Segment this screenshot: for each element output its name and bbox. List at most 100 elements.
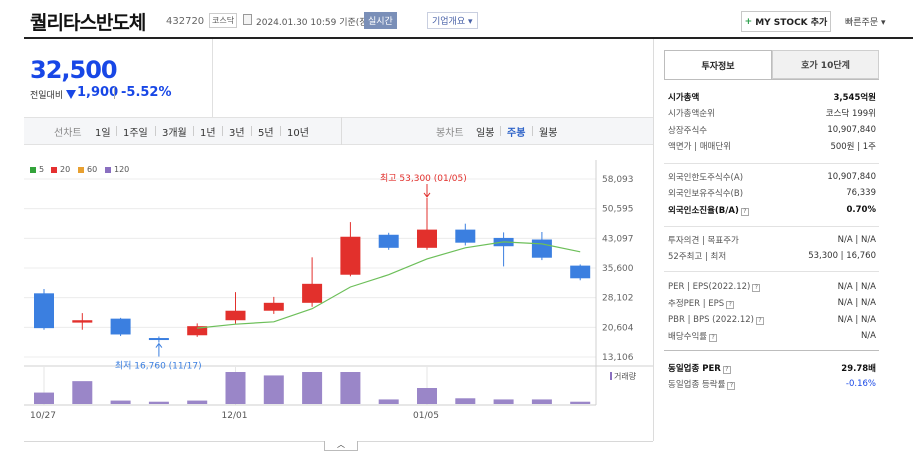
legend-ma20: 20 <box>51 165 70 174</box>
help-icon[interactable]: ? <box>752 283 761 292</box>
candle-body <box>72 320 93 323</box>
volume-bar <box>455 398 476 404</box>
stock-chart[interactable]: 58,093 50,595 43,097 35,600 28,102 20,604 13,1… <box>24 150 653 441</box>
invest-row-label: 액면가 | 매매단위 <box>668 142 732 152</box>
period-daily[interactable]: 일봉 <box>476 128 495 139</box>
help-icon[interactable]: ? <box>709 334 718 342</box>
candle-body <box>340 236 361 275</box>
candle-body <box>570 265 591 279</box>
header-divider <box>24 37 913 39</box>
legend-label: 60 <box>87 165 98 174</box>
period-weekly[interactable]: 주봉 <box>507 128 526 139</box>
toolbar-divider <box>155 126 156 136</box>
change-value: 1,900 <box>77 85 119 100</box>
invest-row-value: 0.70% <box>846 204 877 215</box>
volume-bar <box>531 399 552 404</box>
x-tick-label: 01/05 <box>413 411 439 421</box>
invest-row-key: PER | EPS(2022.12)? <box>668 282 761 292</box>
tab-invest-info[interactable]: 투자정보 <box>664 50 772 79</box>
collapse-chevron-icon[interactable]: ︿ <box>324 441 358 451</box>
period-3y[interactable]: 3년 <box>229 128 245 139</box>
invest-row-label: 시가총액순위 <box>668 109 715 119</box>
change-percent: -5.52% <box>121 85 172 100</box>
invest-row-value: N/A | N/A <box>837 314 876 325</box>
price-box <box>24 39 213 117</box>
line-chart-label: 선차트 <box>54 128 82 139</box>
legend-swatch <box>105 166 111 173</box>
corp-info-label: 기업개요 <box>432 17 466 27</box>
ma20-line <box>197 241 581 329</box>
invest-row: 투자의견 | 목표주가 N/A | N/A <box>668 232 876 247</box>
invest-row-value: 10,907,840 <box>827 124 876 135</box>
add-mystock-label: MY STOCK 추가 <box>755 18 828 28</box>
plus-icon: + <box>744 16 753 27</box>
toolbar-divider <box>500 126 501 136</box>
volume-legend: 거래량 <box>610 371 636 382</box>
candle-body <box>187 326 208 336</box>
legend-ma60: 60 <box>78 165 97 174</box>
invest-row-value: 29.78배 <box>841 363 876 374</box>
candle-body <box>417 229 437 248</box>
invest-row-key: 추정PER | EPS? <box>668 297 735 309</box>
invest-row: 시가총액 3,545억원 <box>668 89 876 104</box>
stock-name: 퀄리타스반도체 <box>30 12 146 34</box>
toolbar-section-divider <box>341 117 342 145</box>
invest-row-key: 동일업종 등락률? <box>668 378 736 390</box>
panel-divider <box>653 39 654 441</box>
y-tick-label: 20,604 <box>602 323 634 333</box>
quick-order-label: 빠른주문 <box>845 18 879 28</box>
invest-row-value: 3,545억원 <box>833 92 876 103</box>
corp-info-dropdown[interactable]: 기업개요 ▾ <box>427 12 478 29</box>
period-5y[interactable]: 5년 <box>258 128 274 139</box>
candle-body <box>225 310 246 321</box>
invest-row-label: 외국인보유주식수(B) <box>668 189 744 199</box>
invest-row-key: PBR | BPS (2022.12)? <box>668 315 764 325</box>
tab-order-book[interactable]: 호가 10단계 <box>772 50 879 79</box>
invest-row: 시가총액순위 코스닥 199위 <box>668 106 876 121</box>
market-badge: 코스닥 <box>209 13 238 28</box>
invest-row-value: N/A <box>860 331 876 341</box>
candle-body <box>531 239 552 258</box>
volume-bar <box>187 400 208 404</box>
help-icon[interactable]: ? <box>722 365 731 374</box>
legend-label: 20 <box>60 165 71 174</box>
help-icon[interactable]: ? <box>727 382 736 390</box>
help-icon[interactable]: ? <box>755 316 764 325</box>
low-arrow-head <box>155 342 163 348</box>
legend-swatch <box>30 166 36 173</box>
volume-bar <box>225 372 246 404</box>
toolbar-divider <box>280 126 281 136</box>
candle-chart-label: 봉차트 <box>436 128 464 139</box>
add-mystock-button[interactable]: + MY STOCK 추가 <box>741 11 831 32</box>
invest-row: 외국인한도주식수(A) 10,907,840 <box>668 169 876 184</box>
help-icon[interactable]: ? <box>740 207 749 216</box>
live-badge[interactable]: 실시간 <box>364 12 397 29</box>
period-10y[interactable]: 10년 <box>287 128 309 139</box>
period-3m[interactable]: 3개월 <box>162 128 187 139</box>
quick-order-link[interactable]: 빠른주문 ▾ <box>845 15 886 28</box>
period-toolbar <box>24 117 653 145</box>
period-1w[interactable]: 1주일 <box>123 128 148 139</box>
toolbar-divider <box>193 126 194 136</box>
volume-bar <box>340 372 361 404</box>
volume-bar <box>493 399 514 404</box>
help-icon[interactable]: ? <box>726 301 735 309</box>
volume-bar <box>417 388 437 404</box>
y-tick-label: 58,093 <box>602 175 634 185</box>
change-divider <box>114 87 115 99</box>
high-annotation: 최고 53,300 (01/05) <box>380 173 467 184</box>
volume-bar <box>34 392 54 404</box>
invest-row: PER | EPS(2022.12)? N/A | N/A <box>668 279 876 294</box>
period-1d[interactable]: 1일 <box>95 128 111 139</box>
chevron-down-icon: ▾ <box>468 17 473 27</box>
group-divider <box>664 350 879 351</box>
volume-bar <box>110 400 131 404</box>
period-1y[interactable]: 1년 <box>200 128 216 139</box>
invest-row-value: 코스닥 199위 <box>825 109 876 119</box>
datetime: 2024.01.30 10:59 기준(장중) <box>256 15 379 28</box>
invest-row: PBR | BPS (2022.12)? N/A | N/A <box>668 312 876 327</box>
invest-row-value: N/A | N/A <box>837 234 876 245</box>
period-monthly[interactable]: 월봉 <box>539 128 558 139</box>
stock-code: 432720 <box>166 16 205 27</box>
invest-row-value: 76,339 <box>846 188 876 198</box>
